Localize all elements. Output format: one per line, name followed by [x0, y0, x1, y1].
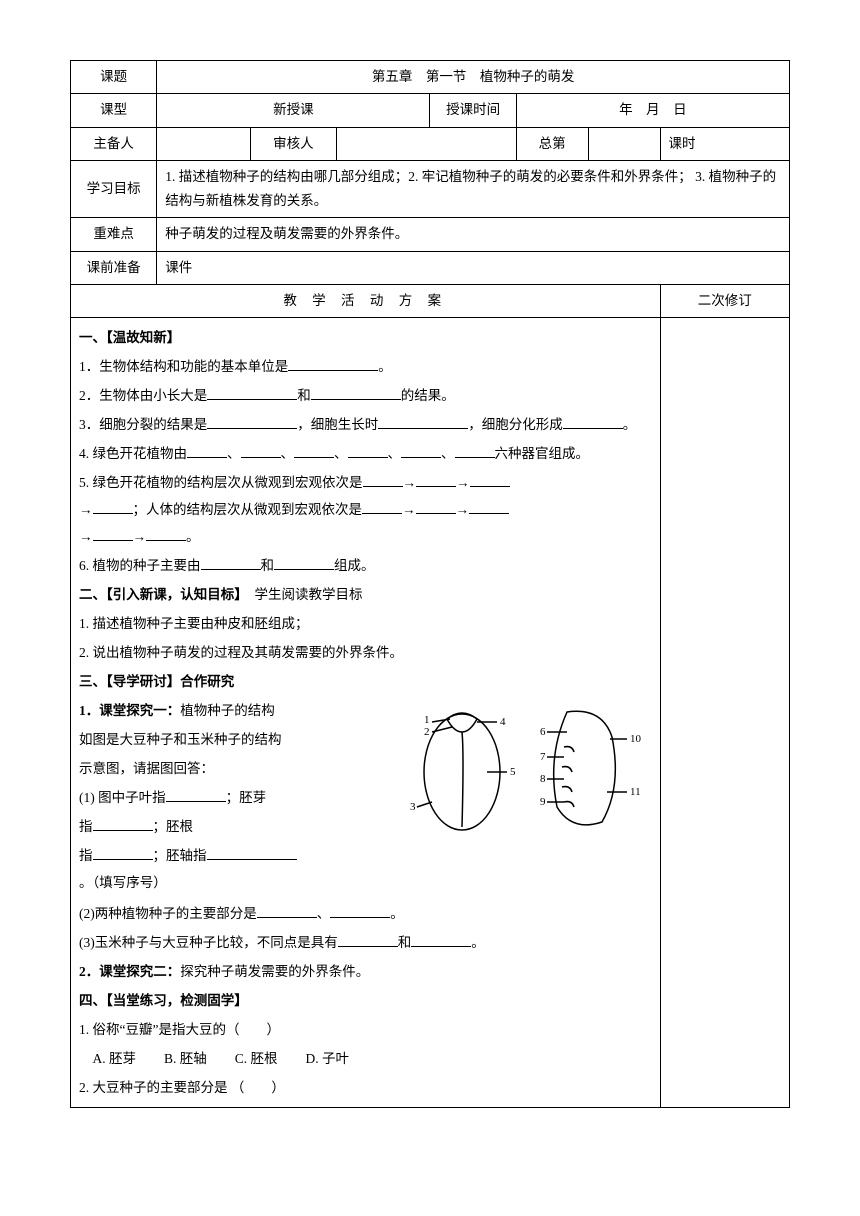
- value-goals: 1. 描述植物种子的结构由哪几部分组成；2. 牢记植物种子的萌发的必要条件和外界…: [157, 160, 790, 218]
- row-plan-header: 教 学 活 动 方 案 二次修订: [71, 285, 790, 318]
- blank[interactable]: [93, 844, 153, 860]
- sec4-q1-choices: A. 胚芽B. 胚轴C. 胚根D. 子叶: [79, 1045, 652, 1072]
- label-topic: 课题: [71, 61, 157, 94]
- blank[interactable]: [311, 384, 401, 400]
- blank[interactable]: [257, 902, 317, 918]
- lbl-11: 11: [630, 786, 641, 798]
- lbl-6: 6: [540, 726, 546, 738]
- sec4-title: 四、【当堂练习，检测固学】: [79, 987, 652, 1014]
- blank[interactable]: [294, 442, 334, 458]
- label-revise: 二次修订: [660, 285, 789, 318]
- blank[interactable]: [207, 384, 297, 400]
- sec3-explore1: 1 2 3 4 5 6 7 8 9 10 11 1．课堂探究一：植物种子的结构 …: [79, 697, 652, 898]
- blank[interactable]: [411, 931, 471, 947]
- sec2-l1: 1. 描述植物种子主要由种皮和胚组成；: [79, 610, 652, 637]
- blank[interactable]: [146, 525, 186, 541]
- row-goals: 学习目标 1. 描述植物种子的结构由哪几部分组成；2. 牢记植物种子的萌发的必要…: [71, 160, 790, 218]
- sec1-title: 一、【温故知新】: [79, 324, 652, 351]
- sec2-title: 二、【引入新课，认知目标】 学生阅读教学目标: [79, 581, 652, 608]
- blank[interactable]: [93, 498, 133, 514]
- label-period: 课时: [660, 127, 789, 160]
- lbl-7: 7: [540, 751, 546, 763]
- label-goals: 学习目标: [71, 160, 157, 218]
- sec1-q6: 6. 植物的种子主要由和组成。: [79, 552, 652, 579]
- lbl-5: 5: [510, 766, 516, 778]
- lbl-10: 10: [630, 733, 642, 745]
- content-main: 一、【温故知新】 1．生物体结构和功能的基本单位是。 2．生物体由小长大是和的结…: [71, 318, 661, 1108]
- label-prep: 课前准备: [71, 251, 157, 284]
- row-prep: 课前准备 课件: [71, 251, 790, 284]
- row-author: 主备人 审核人 总第 课时: [71, 127, 790, 160]
- blank[interactable]: [207, 413, 297, 429]
- lbl-1: 1: [424, 714, 430, 726]
- blank[interactable]: [563, 413, 623, 429]
- e2: 2．课堂探究二：探究种子萌发需要的外界条件。: [79, 958, 652, 985]
- e1-title: 1．课堂探究一：: [79, 703, 180, 718]
- blank[interactable]: [362, 498, 402, 514]
- label-keypoints: 重难点: [71, 218, 157, 251]
- lbl-3: 3: [410, 801, 416, 813]
- row-content: 一、【温故知新】 1．生物体结构和功能的基本单位是。 2．生物体由小长大是和的结…: [71, 318, 790, 1108]
- blank[interactable]: [416, 471, 456, 487]
- sec1-q4: 4. 绿色开花植物由、、、、、六种器官组成。: [79, 440, 652, 467]
- sec1-q3: 3．细胞分裂的结果是，细胞生长时，细胞分化形成。: [79, 411, 652, 438]
- value-total: [588, 127, 660, 160]
- value-topic: 第五章 第一节 植物种子的萌发: [157, 61, 790, 94]
- blank[interactable]: [455, 442, 495, 458]
- blank[interactable]: [207, 844, 297, 860]
- blank[interactable]: [330, 902, 390, 918]
- blank[interactable]: [469, 498, 509, 514]
- blank[interactable]: [274, 554, 334, 570]
- lesson-plan-table: 课题 第五章 第一节 植物种子的萌发 课型 新授课 授课时间 年 月 日 主备人…: [70, 60, 790, 1108]
- blank[interactable]: [378, 413, 468, 429]
- label-type: 课型: [71, 94, 157, 127]
- sec4-q2: 2. 大豆种子的主要部分是 （ ）: [79, 1074, 652, 1101]
- blank[interactable]: [93, 815, 153, 831]
- blank[interactable]: [93, 525, 133, 541]
- row-keypoints: 重难点 种子萌发的过程及萌发需要的外界条件。: [71, 218, 790, 251]
- blank[interactable]: [166, 786, 226, 802]
- blank[interactable]: [363, 471, 403, 487]
- sec2-l2: 2. 说出植物种子萌发的过程及其萌发需要的外界条件。: [79, 639, 652, 666]
- value-time: 年 月 日: [516, 94, 789, 127]
- blank[interactable]: [401, 442, 441, 458]
- lbl-8: 8: [540, 773, 546, 785]
- blank[interactable]: [338, 931, 398, 947]
- sec3-title: 三、【导学研讨】合作研究: [79, 668, 652, 695]
- lbl-2: 2: [424, 726, 430, 738]
- row-type: 课型 新授课 授课时间 年 月 日: [71, 94, 790, 127]
- value-author: [157, 127, 250, 160]
- lbl-4: 4: [500, 716, 506, 728]
- sec4-q1: 1. 俗称“豆瓣”是指大豆的（ ）: [79, 1016, 652, 1043]
- blank[interactable]: [416, 498, 456, 514]
- blank[interactable]: [470, 471, 510, 487]
- blank[interactable]: [201, 554, 261, 570]
- label-plan: 教 学 活 动 方 案: [71, 285, 661, 318]
- value-reviewer: [337, 127, 517, 160]
- blank[interactable]: [288, 355, 378, 371]
- e1-q2: (2)两种植物种子的主要部分是、。: [79, 900, 652, 927]
- sec1-q1: 1．生物体结构和功能的基本单位是。: [79, 353, 652, 380]
- value-type: 新授课: [157, 94, 430, 127]
- seed-diagram: 1 2 3 4 5 6 7 8 9 10 11: [392, 697, 652, 837]
- blank[interactable]: [187, 442, 227, 458]
- label-total: 总第: [516, 127, 588, 160]
- e1-q3: (3)玉米种子与大豆种子比较，不同点是具有和。: [79, 929, 652, 956]
- value-keypoints: 种子萌发的过程及萌发需要的外界条件。: [157, 218, 790, 251]
- revise-column: [660, 318, 789, 1108]
- label-time: 授课时间: [430, 94, 516, 127]
- label-reviewer: 审核人: [250, 127, 336, 160]
- blank[interactable]: [241, 442, 281, 458]
- value-prep: 课件: [157, 251, 790, 284]
- sec1-q2: 2．生物体由小长大是和的结果。: [79, 382, 652, 409]
- blank[interactable]: [348, 442, 388, 458]
- sec1-q5: 5. 绿色开花植物的结构层次从微观到宏观依次是→→ →；人体的结构层次从微观到宏…: [79, 469, 652, 550]
- lbl-9: 9: [540, 796, 546, 808]
- label-author: 主备人: [71, 127, 157, 160]
- row-topic: 课题 第五章 第一节 植物种子的萌发: [71, 61, 790, 94]
